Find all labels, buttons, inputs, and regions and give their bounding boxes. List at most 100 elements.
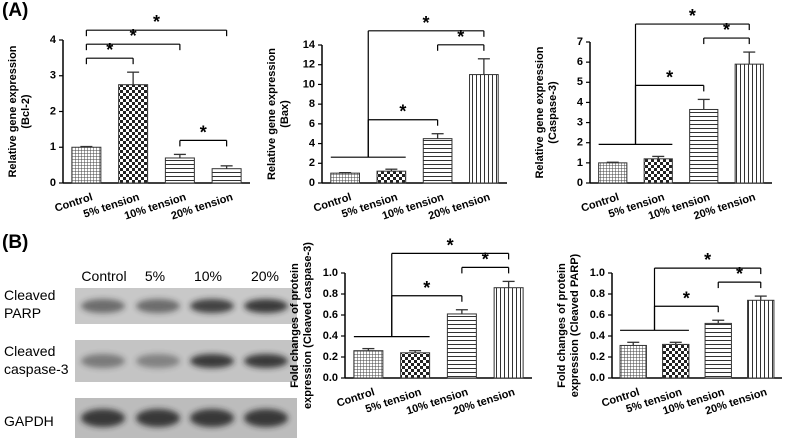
bar [446, 313, 477, 379]
bar [747, 299, 775, 379]
y-tick-label: 1.0 [323, 267, 338, 279]
y-tick-label: 0.4 [323, 330, 339, 342]
row-label: GAPDH [4, 413, 54, 429]
blot-band [81, 409, 125, 427]
significance-label: * [683, 288, 690, 308]
significance-bracket: * [391, 235, 510, 337]
bar [689, 108, 719, 184]
significance-bracket: * [703, 20, 750, 45]
significance-label: * [106, 40, 113, 60]
y-tick-label: 8 [309, 98, 315, 110]
y-tick-label: 3 [577, 116, 583, 128]
y-tick-label: 0 [309, 177, 315, 189]
y-axis-label: Fold changes of protein [556, 263, 568, 388]
y-tick-label: 4 [577, 96, 584, 108]
significance-label: * [689, 6, 696, 26]
bar [734, 63, 764, 184]
blot-band [81, 354, 125, 368]
significance-bracket: * [437, 27, 485, 51]
blot-band [244, 299, 288, 313]
bar [211, 168, 242, 184]
significance-label: * [482, 249, 489, 269]
bar [118, 84, 149, 184]
significance-label: * [704, 250, 711, 270]
y-axis-label: Relative gene expression [534, 46, 546, 178]
y-axis-label: Relative gene expression [7, 45, 19, 177]
bar [164, 157, 195, 184]
y-tick-label: 4 [50, 34, 57, 46]
significance-bracket: * [717, 264, 762, 289]
y-tick-label: 0 [577, 177, 583, 189]
y-axis-label: expression (Cleaved PARP) [569, 253, 581, 397]
significance-bracket: * [85, 26, 181, 51]
y-axis-label: (Bax) [279, 100, 291, 128]
bar [662, 343, 690, 379]
bar [422, 138, 453, 184]
y-tick-label: 0 [50, 177, 56, 189]
panel-label: (B) [2, 232, 28, 253]
y-tick-label: 0.8 [323, 288, 338, 300]
blot-band [136, 299, 180, 313]
y-tick-label: 10 [303, 78, 315, 90]
panel-label: (A) [2, 0, 28, 21]
y-tick-label: 5 [577, 76, 583, 88]
blot-band [81, 299, 125, 313]
blot-band [136, 409, 180, 427]
significance-label: * [447, 235, 454, 255]
significance-label: * [423, 13, 430, 33]
bar [619, 344, 647, 379]
significance-bracket: * [461, 249, 510, 274]
significance-label: * [457, 27, 464, 47]
y-axis-label: expression (Cleaved caspase-3) [302, 242, 314, 409]
blot-band [136, 354, 180, 368]
y-tick-label: 0.6 [323, 309, 338, 321]
significance-label: * [399, 102, 406, 122]
row-label: PARP [4, 305, 41, 321]
lane-label: 5% [145, 268, 165, 284]
y-tick-label: 14 [303, 39, 316, 51]
y-tick-label: 7 [577, 36, 583, 48]
blot-band [244, 354, 288, 368]
bar [71, 146, 102, 184]
y-tick-label: 6 [309, 118, 315, 130]
bar [704, 322, 732, 379]
y-tick-label: 4 [309, 137, 316, 149]
y-tick-label: 1.0 [590, 267, 605, 279]
lane-label: 10% [194, 268, 222, 284]
significance-label: * [723, 20, 730, 40]
significance-bracket: * [367, 13, 485, 158]
blot-band [190, 299, 234, 313]
y-tick-label: 0.2 [323, 351, 338, 363]
y-axis-label: (Caspase-3) [547, 81, 559, 144]
bar [400, 352, 431, 379]
significance-label: * [666, 67, 673, 87]
significance-label: * [130, 26, 137, 46]
bar [643, 158, 673, 184]
blot-band [244, 409, 288, 427]
significance-bracket: * [85, 12, 228, 37]
y-tick-label: 1 [577, 157, 583, 169]
bar [353, 350, 384, 379]
y-tick-label: 0.6 [590, 309, 605, 321]
row-label: caspase-3 [4, 361, 69, 377]
bar [330, 172, 360, 184]
bar [493, 287, 524, 379]
blot-band [190, 409, 234, 427]
significance-bracket: * [85, 40, 134, 65]
y-axis-label: (Bcl-2) [20, 94, 32, 129]
y-tick-label: 0.4 [590, 330, 606, 342]
row-label: Cleaved [4, 287, 55, 303]
y-tick-label: 12 [303, 59, 315, 71]
significance-label: * [736, 264, 743, 284]
y-tick-label: 3 [50, 70, 56, 82]
y-tick-label: 0.2 [590, 351, 605, 363]
y-tick-label: 1 [50, 141, 56, 153]
y-tick-label: 6 [577, 56, 583, 68]
significance-bracket: * [179, 122, 228, 147]
y-tick-label: 2 [50, 105, 56, 117]
lane-label: 20% [251, 268, 279, 284]
y-tick-label: 0.0 [590, 372, 605, 384]
significance-label: * [153, 12, 160, 32]
blot-band [190, 354, 234, 368]
